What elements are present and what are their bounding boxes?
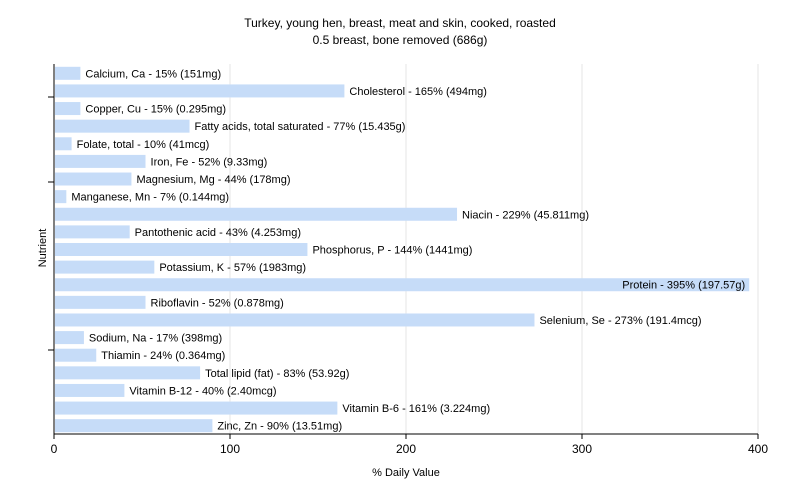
bar-label: Copper, Cu - 15% (0.295mg) [85,104,226,116]
bar [55,102,81,116]
bar [55,366,201,380]
bar [55,243,308,256]
bar [55,84,345,98]
bar-label: Zinc, Zn - 90% (13.51mg) [217,421,342,433]
bar [55,137,72,151]
x-axis-title: % Daily Value [372,467,440,479]
x-tick-label: 300 [572,442,592,456]
bar-label: Sodium, Na - 17% (398mg) [89,333,222,345]
bar [55,154,146,168]
bar-label: Cholesterol - 165% (494mg) [349,86,487,98]
bar [55,419,213,433]
bar [55,401,338,415]
bar-label: Protein - 395% (197.57g) [622,280,745,292]
x-tick-label: 400 [748,442,768,456]
bar-label: Selenium, Se - 273% (191.4mcg) [539,315,701,327]
bar-label: Riboflavin - 52% (0.878mg) [151,297,284,309]
chart-subtitle: 0.5 breast, bone removed (686g) [313,33,488,47]
bar-label: Fatty acids, total saturated - 77% (15.4… [195,121,406,133]
y-axis-title: Nutrient [37,229,49,268]
bar-label: Folate, total - 10% (41mcg) [77,139,210,151]
bar-label: Niacin - 229% (45.811mg) [462,209,589,221]
bar [55,66,81,80]
bar [55,348,97,362]
bar-label: Calcium, Ca - 15% (151mg) [85,68,221,80]
bar-label: Potassium, K - 57% (1983mg) [159,262,306,274]
bar-label: Thiamin - 24% (0.364mg) [101,350,225,362]
x-tick-label: 100 [220,442,240,456]
bar [55,225,130,239]
bar-label: Total lipid (fat) - 83% (53.92g) [205,368,349,380]
bar [55,313,535,327]
chart-title: Turkey, young hen, breast, meat and skin… [244,16,556,30]
bar [55,260,155,274]
bar [55,295,146,309]
bar-label: Magnesium, Mg - 44% (178mg) [136,174,290,186]
bar [55,383,125,397]
bar-label: Pantothenic acid - 43% (4.253mg) [135,227,301,239]
bar-label: Iron, Fe - 52% (9.33mg) [151,156,268,168]
axes-group: 0 100 200 300 400 [48,64,768,456]
bar [55,331,84,345]
x-tick-label: 200 [396,442,416,456]
bar-label: Vitamin B-6 - 161% (3.224mg) [342,403,490,415]
bar [55,190,67,204]
bar-label: Manganese, Mn - 7% (0.144mg) [71,192,229,204]
bar [55,207,458,221]
bar [55,119,190,133]
x-tick-label: 0 [51,442,58,456]
bar-label: Phosphorus, P - 144% (1441mg) [312,245,472,257]
bar-label: Vitamin B-12 - 40% (2.40mcg) [129,385,276,397]
bar [55,172,132,186]
bars-group: Calcium, Ca - 15% (151mg) Cholesterol - 1… [55,66,750,433]
bar [55,278,750,292]
